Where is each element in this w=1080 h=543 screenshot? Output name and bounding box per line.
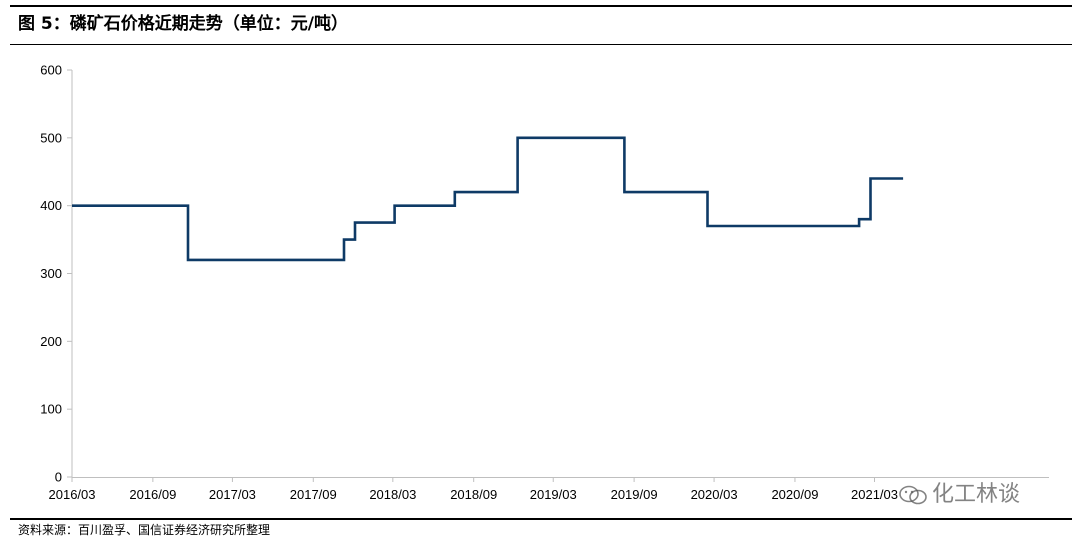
y-tick-label: 500 (40, 130, 62, 145)
x-tick-label: 2018/03 (369, 487, 416, 502)
watermark-text: 化工林谈 (932, 482, 1021, 507)
bottom-rule (10, 518, 1072, 520)
y-ticks: 0 100 200 300 400 500 600 (40, 63, 72, 485)
y-tick-label: 400 (40, 198, 62, 213)
x-tick-label: 2016/03 (49, 487, 96, 502)
x-tick-label: 2021/03 (851, 487, 898, 502)
top-rule (10, 5, 1072, 7)
x-tick-label: 2017/09 (290, 487, 337, 502)
source-note: 资料来源：百川盈孚、国信证券经济研究所整理 (18, 523, 271, 537)
x-tick-label: 2020/03 (691, 487, 738, 502)
y-tick-label: 200 (40, 334, 62, 349)
y-tick-label: 600 (40, 63, 62, 78)
figure-title: 图 5：磷矿石价格近期走势（单位：元/吨） (18, 14, 348, 34)
x-tick-label: 2019/09 (611, 487, 658, 502)
x-tick-label: 2017/03 (209, 487, 256, 502)
watermark: 化工林谈 (898, 480, 1020, 510)
y-tick-label: 100 (40, 402, 62, 417)
x-tick-label: 2016/09 (129, 487, 176, 502)
x-ticks: 2016/03 2016/09 2017/03 2017/09 2018/03 2018/… (49, 477, 898, 502)
x-tick-label: 2018/09 (450, 487, 497, 502)
x-tick-label: 2020/09 (771, 487, 818, 502)
y-tick-label: 300 (40, 266, 62, 281)
y-tick-label: 0 (55, 470, 62, 485)
wechat-icon (899, 485, 927, 505)
title-rule (10, 44, 1072, 45)
x-tick-label: 2019/03 (530, 487, 577, 502)
series-line (72, 136, 904, 262)
